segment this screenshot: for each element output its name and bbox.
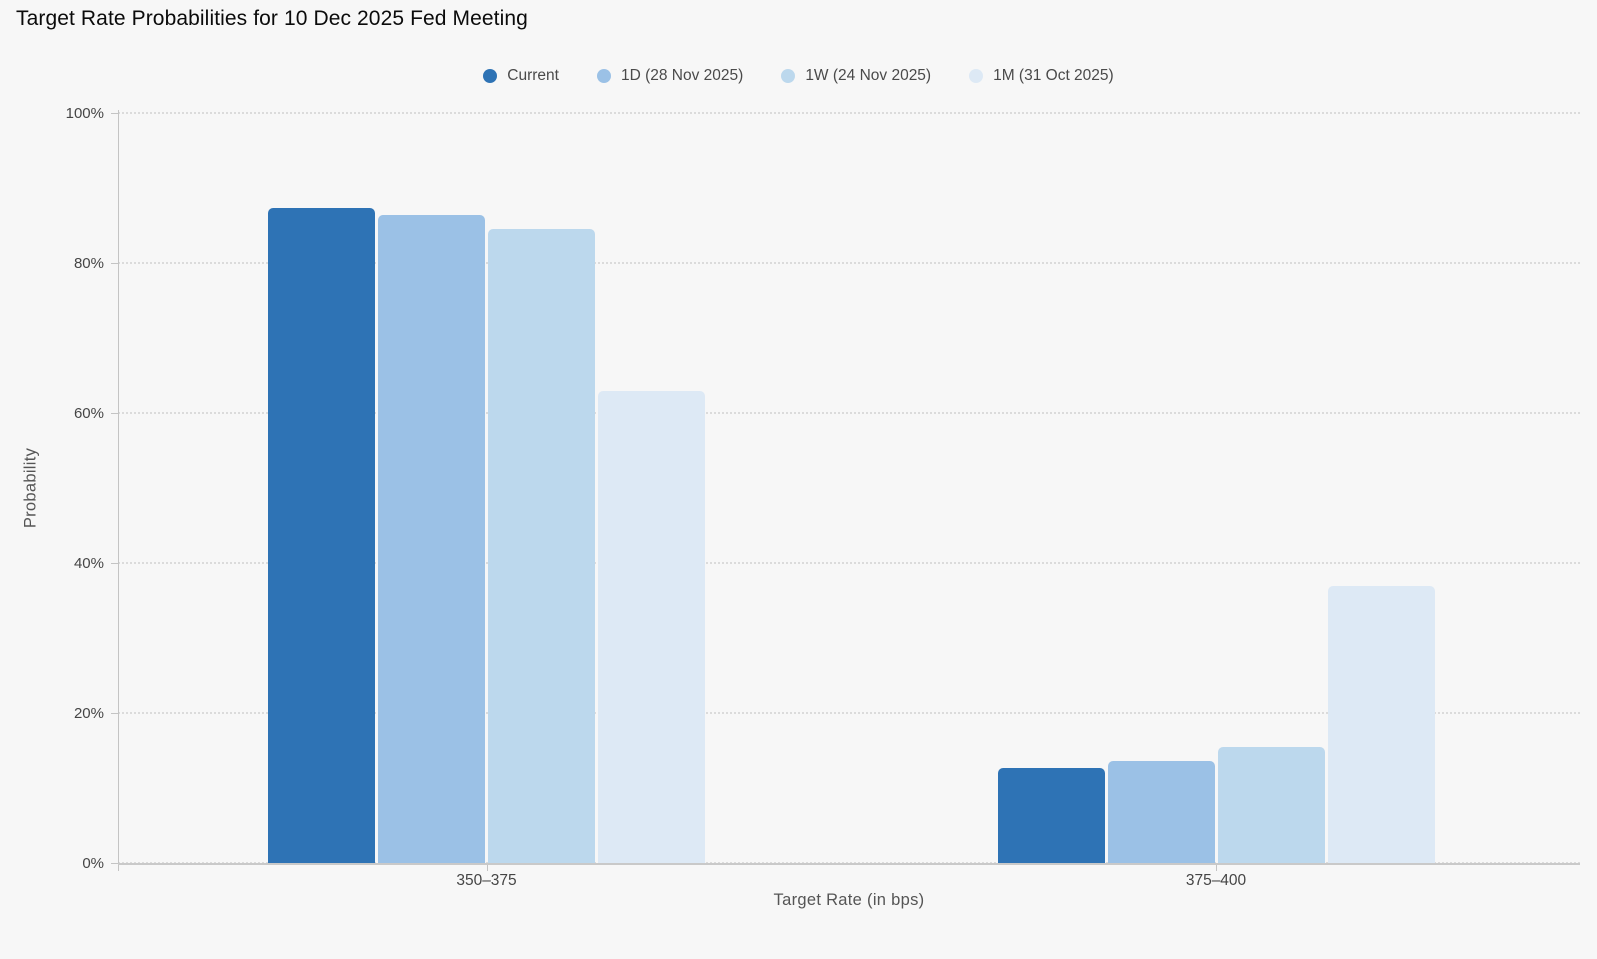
bar-current-375-400[interactable]: [997, 767, 1105, 863]
page-title: Target Rate Probabilities for 10 Dec 202…: [16, 7, 528, 30]
y-tick-label: 80%: [73, 255, 104, 272]
y-axis-tick: [111, 413, 118, 414]
y-axis-tick: [111, 863, 118, 864]
bar-1m-375-400[interactable]: [1327, 585, 1435, 863]
gridline-40%: [118, 562, 1580, 564]
legend-item-label: 1W (24 Nov 2025): [805, 67, 932, 84]
y-axis-tick: [111, 263, 118, 264]
x-axis-tick: [1216, 863, 1217, 871]
x-axis-tick: [486, 863, 488, 871]
y-axis-tick: [111, 713, 118, 714]
legend-item-1w[interactable]: 1W (24 Nov 2025): [781, 67, 931, 85]
legend-circle-icon: [781, 69, 796, 83]
x-axis-line: [118, 863, 1580, 865]
legend-circle-icon: [483, 69, 498, 83]
legend-item-1m[interactable]: 1M (31 Oct 2025): [969, 67, 1114, 85]
y-axis-title: Probability: [21, 447, 40, 529]
gridline-20%: [118, 712, 1580, 714]
y-tick-label: 0%: [82, 855, 104, 872]
bar-1w-350-375[interactable]: [488, 229, 595, 863]
legend-item-1d[interactable]: 1D (28 Nov 2025): [596, 67, 744, 85]
y-tick-label: 100%: [65, 105, 104, 122]
y-axis-line: [118, 110, 119, 871]
chart-legend: Current 1D (28 Nov 2025) 1W (24 Nov 2025) 1…: [0, 67, 1597, 85]
legend-item-current[interactable]: Current: [483, 67, 559, 85]
bar-1w-375-400[interactable]: [1217, 746, 1325, 863]
y-tick-label: 20%: [73, 705, 104, 722]
y-tick-label: 60%: [73, 405, 104, 422]
x-tick-label-375-400: 375–400: [1185, 872, 1247, 889]
gridline-80%: [118, 262, 1580, 264]
legend-circle-icon: [969, 69, 984, 83]
bar-1m-350-375[interactable]: [598, 390, 705, 863]
bar-1d-375-400[interactable]: [1107, 761, 1215, 863]
bar-1d-350-375[interactable]: [378, 215, 485, 863]
legend-item-label: 1M (31 Oct 2025): [993, 67, 1114, 84]
gridline-60%: [118, 412, 1580, 414]
y-axis-tick: [111, 563, 118, 564]
x-axis-title: Target Rate (in bps): [773, 891, 925, 909]
y-tick-label: 40%: [73, 555, 104, 572]
legend-item-label: Current: [507, 67, 559, 84]
legend-circle-icon: [596, 69, 611, 83]
gridline-100%: [118, 112, 1580, 114]
bar-current-350-375[interactable]: [268, 208, 375, 863]
x-tick-label-350-375: 350–375: [456, 872, 517, 889]
legend-item-label: 1D (28 Nov 2025): [620, 67, 744, 84]
y-axis-tick: [111, 113, 118, 114]
